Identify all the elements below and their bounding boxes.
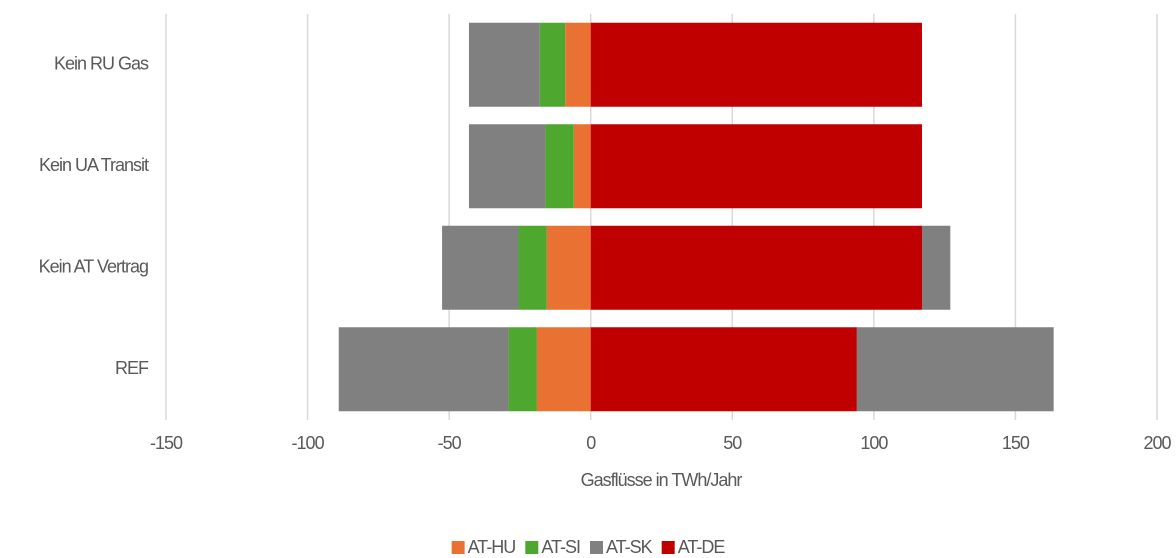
y-tick-label: REF xyxy=(115,358,149,378)
legend-swatch xyxy=(661,541,675,554)
legend-label: AT-HU xyxy=(468,537,516,557)
bar-segment xyxy=(573,124,591,209)
bar-segment xyxy=(536,327,591,412)
x-tick-label: 0 xyxy=(586,433,596,453)
bar-segment xyxy=(468,124,546,209)
x-tick-label: 200 xyxy=(1143,433,1171,453)
legend: AT-HU AT-SI AT-SK AT-DE xyxy=(451,537,726,557)
bar-segment xyxy=(539,22,566,107)
bar-segment xyxy=(590,22,922,107)
y-tick-label: Kein RU Gas xyxy=(54,54,149,74)
x-axis-title: Gasflüsse in TWh/Jahr xyxy=(581,470,743,490)
bar-segment xyxy=(590,225,922,310)
x-tick-label: -150 xyxy=(150,433,183,453)
legend-label: AT-SK xyxy=(606,537,653,557)
x-tick-label: 150 xyxy=(1002,433,1030,453)
bar-segment xyxy=(468,22,540,107)
bar-segment xyxy=(590,327,857,412)
legend-swatch xyxy=(525,541,539,554)
x-tick-label: -100 xyxy=(292,433,325,453)
x-tick-label: -50 xyxy=(438,433,462,453)
bar-segment xyxy=(565,22,591,107)
legend-swatch xyxy=(590,541,603,554)
bar-segment xyxy=(442,225,519,310)
bar-segment xyxy=(508,327,537,412)
y-tick-label: Kein AT Vertrag xyxy=(39,257,148,277)
bar-segment xyxy=(921,225,951,310)
bar-segment xyxy=(590,124,922,209)
y-tick-label: Kein UA Transit xyxy=(39,155,149,175)
legend-swatch xyxy=(451,541,465,554)
bar-segment xyxy=(518,225,547,310)
bar-segment xyxy=(546,225,591,310)
bar-segment xyxy=(338,327,509,412)
legend-label: AT-SI xyxy=(541,537,580,557)
x-tick-label: 50 xyxy=(723,433,742,453)
legend-label: AT-DE xyxy=(678,537,726,557)
x-tick-label: 100 xyxy=(860,433,888,453)
bar-segment xyxy=(856,327,1054,412)
bar-segment xyxy=(545,124,574,209)
